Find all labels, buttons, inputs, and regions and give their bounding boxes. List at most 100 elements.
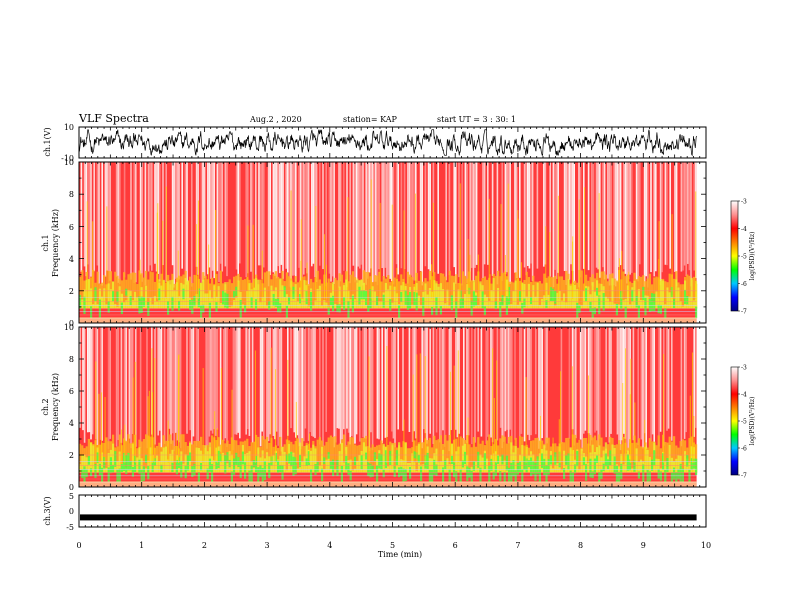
ch1-spectrogram-band-green	[501, 295, 504, 306]
ch1-spectrogram-streak	[592, 162, 595, 287]
ch2-spectrogram-band-yellow	[494, 451, 497, 473]
ch2-spectrogram-streak	[135, 327, 137, 447]
ch2-spectrogram-band-green	[675, 472, 678, 483]
ch2-spectrogram-band-green	[503, 471, 506, 483]
ch2-spectrogram-band-yellow	[246, 452, 249, 473]
ch1-spectrogram-streak	[554, 162, 556, 270]
ch1-waveform-line	[78, 129, 697, 157]
time-tick-label: 1	[139, 541, 144, 550]
ch1-spectrogram-band-yellow	[103, 288, 106, 309]
ch1-spectrogram-streak	[427, 162, 430, 270]
ch2-spectrogram-band-orange	[618, 440, 621, 473]
ch2-spectrogram-streak	[463, 327, 465, 451]
ch2-spectrogram-streak	[544, 327, 547, 448]
ch2-spectrogram-band-green	[670, 472, 673, 482]
ch2-spectrogram-streak	[658, 327, 660, 447]
ch1-spectrogram-streak	[378, 162, 380, 270]
ch1-spectrogram-streak	[293, 162, 295, 276]
ch1-spectrogram-band-green	[233, 290, 236, 298]
ch1-spectrogram-streak	[210, 162, 212, 279]
ch1-spectrogram-streak	[96, 162, 99, 266]
ch2-spectrogram-band-orange	[158, 442, 161, 473]
ch2-spectrogram-band-green	[519, 461, 522, 473]
ch2-spectrogram-band-yellow	[523, 468, 526, 473]
ch1-spectrogram-band-orange	[228, 279, 231, 309]
ch1-spectrogram-band-green	[332, 295, 335, 312]
ch1-spectrogram-streak	[519, 162, 521, 278]
ch1-spectrogram-streak	[216, 162, 219, 272]
ch1-spectrogram-band-green	[459, 290, 462, 309]
ch2-spectrogram-band-orange	[466, 435, 469, 473]
ch2-spectrogram-band-green	[435, 464, 438, 476]
ch1-spectrogram-spike	[86, 201, 88, 299]
ch1-spectrogram-spike	[549, 232, 551, 299]
ch1-spectrogram-band-orange	[475, 275, 478, 309]
ch1-spectrogram-streak	[682, 162, 684, 271]
ch2-spectrogram-band-orange	[393, 442, 396, 473]
ch2-spectrogram-band-yellow	[578, 469, 581, 473]
ch2-spectrogram-band-green	[327, 452, 330, 459]
ch1-spectrogram-streak	[368, 162, 371, 273]
ch1-spectrogram-streak	[299, 162, 302, 281]
ch2-spectrogram-streak	[216, 327, 219, 430]
ch2-spectrogram-streak	[467, 327, 470, 436]
ch1-spectrogram-band-yellow	[437, 286, 440, 309]
ch1-spectrogram-band-green	[347, 301, 350, 319]
ch2-spectrogram-band-yellow	[248, 451, 251, 473]
ch1-spectrogram-spike	[459, 183, 461, 299]
ch2-spectrogram-spike	[525, 377, 527, 463]
ch1-spectrogram-band-yellow	[543, 295, 546, 309]
ch1-spectrogram-band-orange	[312, 282, 315, 309]
ch2-spectrogram-band-yellow	[103, 467, 106, 473]
ch1-spectrogram-band-green	[250, 297, 253, 308]
ch2-spectrogram-band-orange	[670, 441, 673, 473]
ch1-spectrogram-band-yellow	[257, 279, 260, 309]
ch1-spectrogram-band-orange	[285, 272, 288, 309]
ch2-spectrogram-band-yellow	[609, 465, 612, 473]
ch1-spectrogram-streak	[627, 162, 630, 280]
ch1-spectrogram-spike	[545, 226, 547, 299]
ch1-spectrogram-streak	[613, 162, 615, 286]
ch1-spectrogram-spike	[695, 191, 697, 299]
ch2-spectrogram-band-green	[523, 456, 526, 470]
ch2-spectrogram-spike	[587, 375, 589, 463]
ch1-spectrogram-streak	[107, 162, 110, 272]
ch1-spectrogram-spike	[618, 258, 620, 299]
ch1-spectrogram-band-yellow	[536, 282, 539, 309]
ch2-spectrogram-streak	[499, 327, 502, 428]
ch2-spectrogram-streak	[471, 327, 473, 445]
ch2-spectrogram-streak	[87, 327, 89, 433]
ch1-spectrogram-band-green	[351, 295, 354, 313]
ch1-spectrogram-spike	[431, 264, 433, 299]
ch2-spectrogram-streak	[346, 327, 348, 429]
ch2-spectrogram-ylabel-line2: Frequency (kHz)	[51, 373, 60, 441]
ch2-spectrogram-streak	[343, 327, 345, 430]
ch2-spectrogram-band-green	[444, 460, 447, 470]
ch2-ytick-0: 0	[69, 483, 74, 492]
ch2-spectrogram-band-yellow	[351, 470, 354, 473]
ch2-spectrogram-streak	[298, 327, 300, 447]
ch2-spectrogram-band-green	[450, 455, 453, 464]
ch2-spectrogram-streak	[455, 327, 457, 430]
ch1-spectrogram-band-green	[90, 306, 93, 319]
ch1-spectrogram-band-green	[591, 307, 594, 319]
ch2-spectrogram-ylabel-line1: ch.2	[41, 398, 50, 415]
ch1-spectrogram-band-yellow	[411, 304, 414, 309]
ch1-spectrogram-streak	[272, 162, 275, 273]
ch1-spectrogram-streak	[275, 162, 278, 279]
ch1-spectrogram-band-green	[435, 297, 438, 316]
ch1-spectrogram-band-orange	[417, 280, 420, 309]
ch2-spectrogram-spike	[175, 432, 177, 463]
ch1-spectrogram-band-yellow	[153, 296, 156, 309]
ch1-spectrogram-band-yellow	[208, 289, 211, 309]
ch2-spectrogram-band-green	[226, 452, 229, 461]
ch2-spectrogram-band-green	[217, 450, 220, 468]
ch1-spectrogram-band-green	[461, 298, 464, 308]
ch2-spectrogram-streak	[480, 327, 483, 437]
ch2-spectrogram-band-green	[307, 451, 310, 466]
ch2-spectrogram-band-orange	[191, 444, 194, 473]
ch2-spectrogram-band-green	[673, 467, 676, 480]
ch1-spectrogram-streak	[159, 162, 161, 282]
ch2-spectrogram-band-orange	[659, 448, 662, 473]
ch1-spectrogram-streak	[395, 162, 398, 265]
